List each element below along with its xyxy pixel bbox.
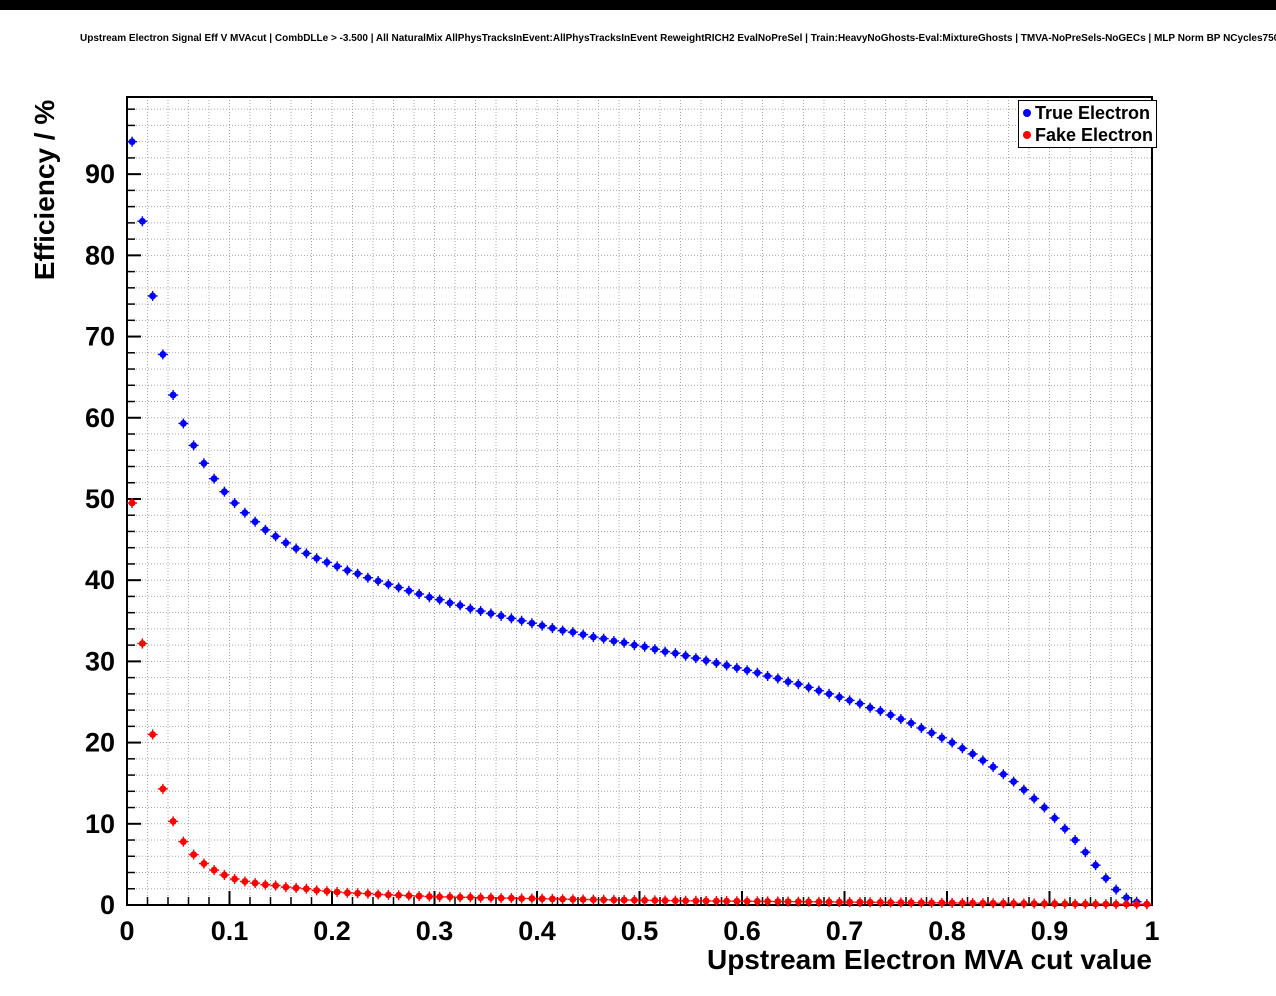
svg-text:1: 1 [1144,916,1159,946]
svg-text:80: 80 [85,240,115,270]
svg-text:0.3: 0.3 [416,916,454,946]
svg-text:0.8: 0.8 [928,916,966,946]
svg-text:0.1: 0.1 [211,916,249,946]
svg-text:90: 90 [85,159,115,189]
svg-text:0.5: 0.5 [621,916,659,946]
svg-text:50: 50 [85,484,115,514]
legend-label: True Electron [1035,102,1151,123]
svg-text:0.6: 0.6 [723,916,761,946]
svg-text:0.9: 0.9 [1031,916,1069,946]
svg-text:0: 0 [119,916,134,946]
plot-title: Upstream Electron Signal Eff V MVAcut | … [80,33,1276,44]
true-electron-marker-icon [1023,109,1031,117]
x-axis-title: Upstream Electron MVA cut value [706,944,1152,975]
legend-label: Fake Electron [1035,124,1154,145]
svg-text:0: 0 [100,890,115,920]
svg-text:70: 70 [85,322,115,352]
svg-text:0.2: 0.2 [313,916,351,946]
svg-text:20: 20 [85,728,115,758]
legend-entry-true-electron: True Electron [1023,102,1156,124]
legend-entry-fake-electron: Fake Electron [1023,124,1156,146]
svg-text:0.4: 0.4 [518,916,556,946]
svg-text:0.7: 0.7 [826,916,864,946]
svg-text:10: 10 [85,809,115,839]
window-top-bar [0,0,1276,10]
fake-electron-marker-icon [1023,131,1031,139]
svg-text:60: 60 [85,403,115,433]
svg-text:30: 30 [85,646,115,676]
svg-text:40: 40 [85,565,115,595]
legend: True Electron Fake Electron [1018,100,1157,148]
